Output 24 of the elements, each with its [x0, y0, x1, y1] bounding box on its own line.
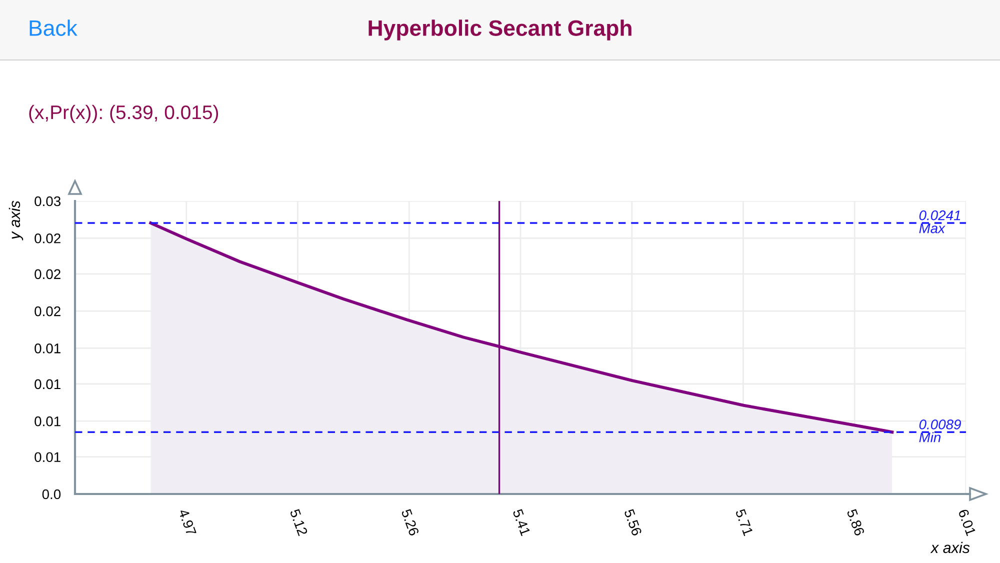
- ref-line-label: 0.0241 Max: [919, 210, 960, 234]
- y-tick-label: 0.02: [34, 306, 60, 316]
- y-tick-label: 0.02: [34, 233, 60, 244]
- x-axis-title: x axis: [930, 542, 970, 554]
- y-axis-title: y axis: [8, 200, 24, 240]
- y-tick-label: 0.01: [34, 452, 60, 462]
- x-tick-label: 5.86: [846, 508, 865, 536]
- x-tick-label: 5.71: [735, 508, 754, 536]
- x-tick-label: 6.01: [958, 508, 976, 536]
- y-tick-label: 0.01: [34, 344, 60, 354]
- y-tick-label: 0.01: [34, 379, 60, 390]
- x-tick-label: 5.12: [290, 508, 308, 536]
- ref-line-label: 0.0089 Min: [919, 420, 961, 442]
- y-tick-label: 0.0: [42, 489, 61, 500]
- y-tick-label: 0.01: [34, 416, 60, 426]
- x-tick-label: 5.41: [512, 508, 530, 536]
- y-tick-label: 0.03: [34, 196, 61, 206]
- chart-subtitle: (x,Pr(x)): (5.39, 0.015): [29, 104, 218, 124]
- chart-title: Hyperbolic Secant Graph: [368, 20, 632, 40]
- text: Back: [30, 20, 78, 36]
- y-tick-label: 0.02: [34, 269, 60, 280]
- x-tick-label: 4.97: [178, 508, 197, 536]
- x-tick-label: 5.26: [401, 508, 420, 536]
- x-tick-label: 5.56: [624, 508, 642, 536]
